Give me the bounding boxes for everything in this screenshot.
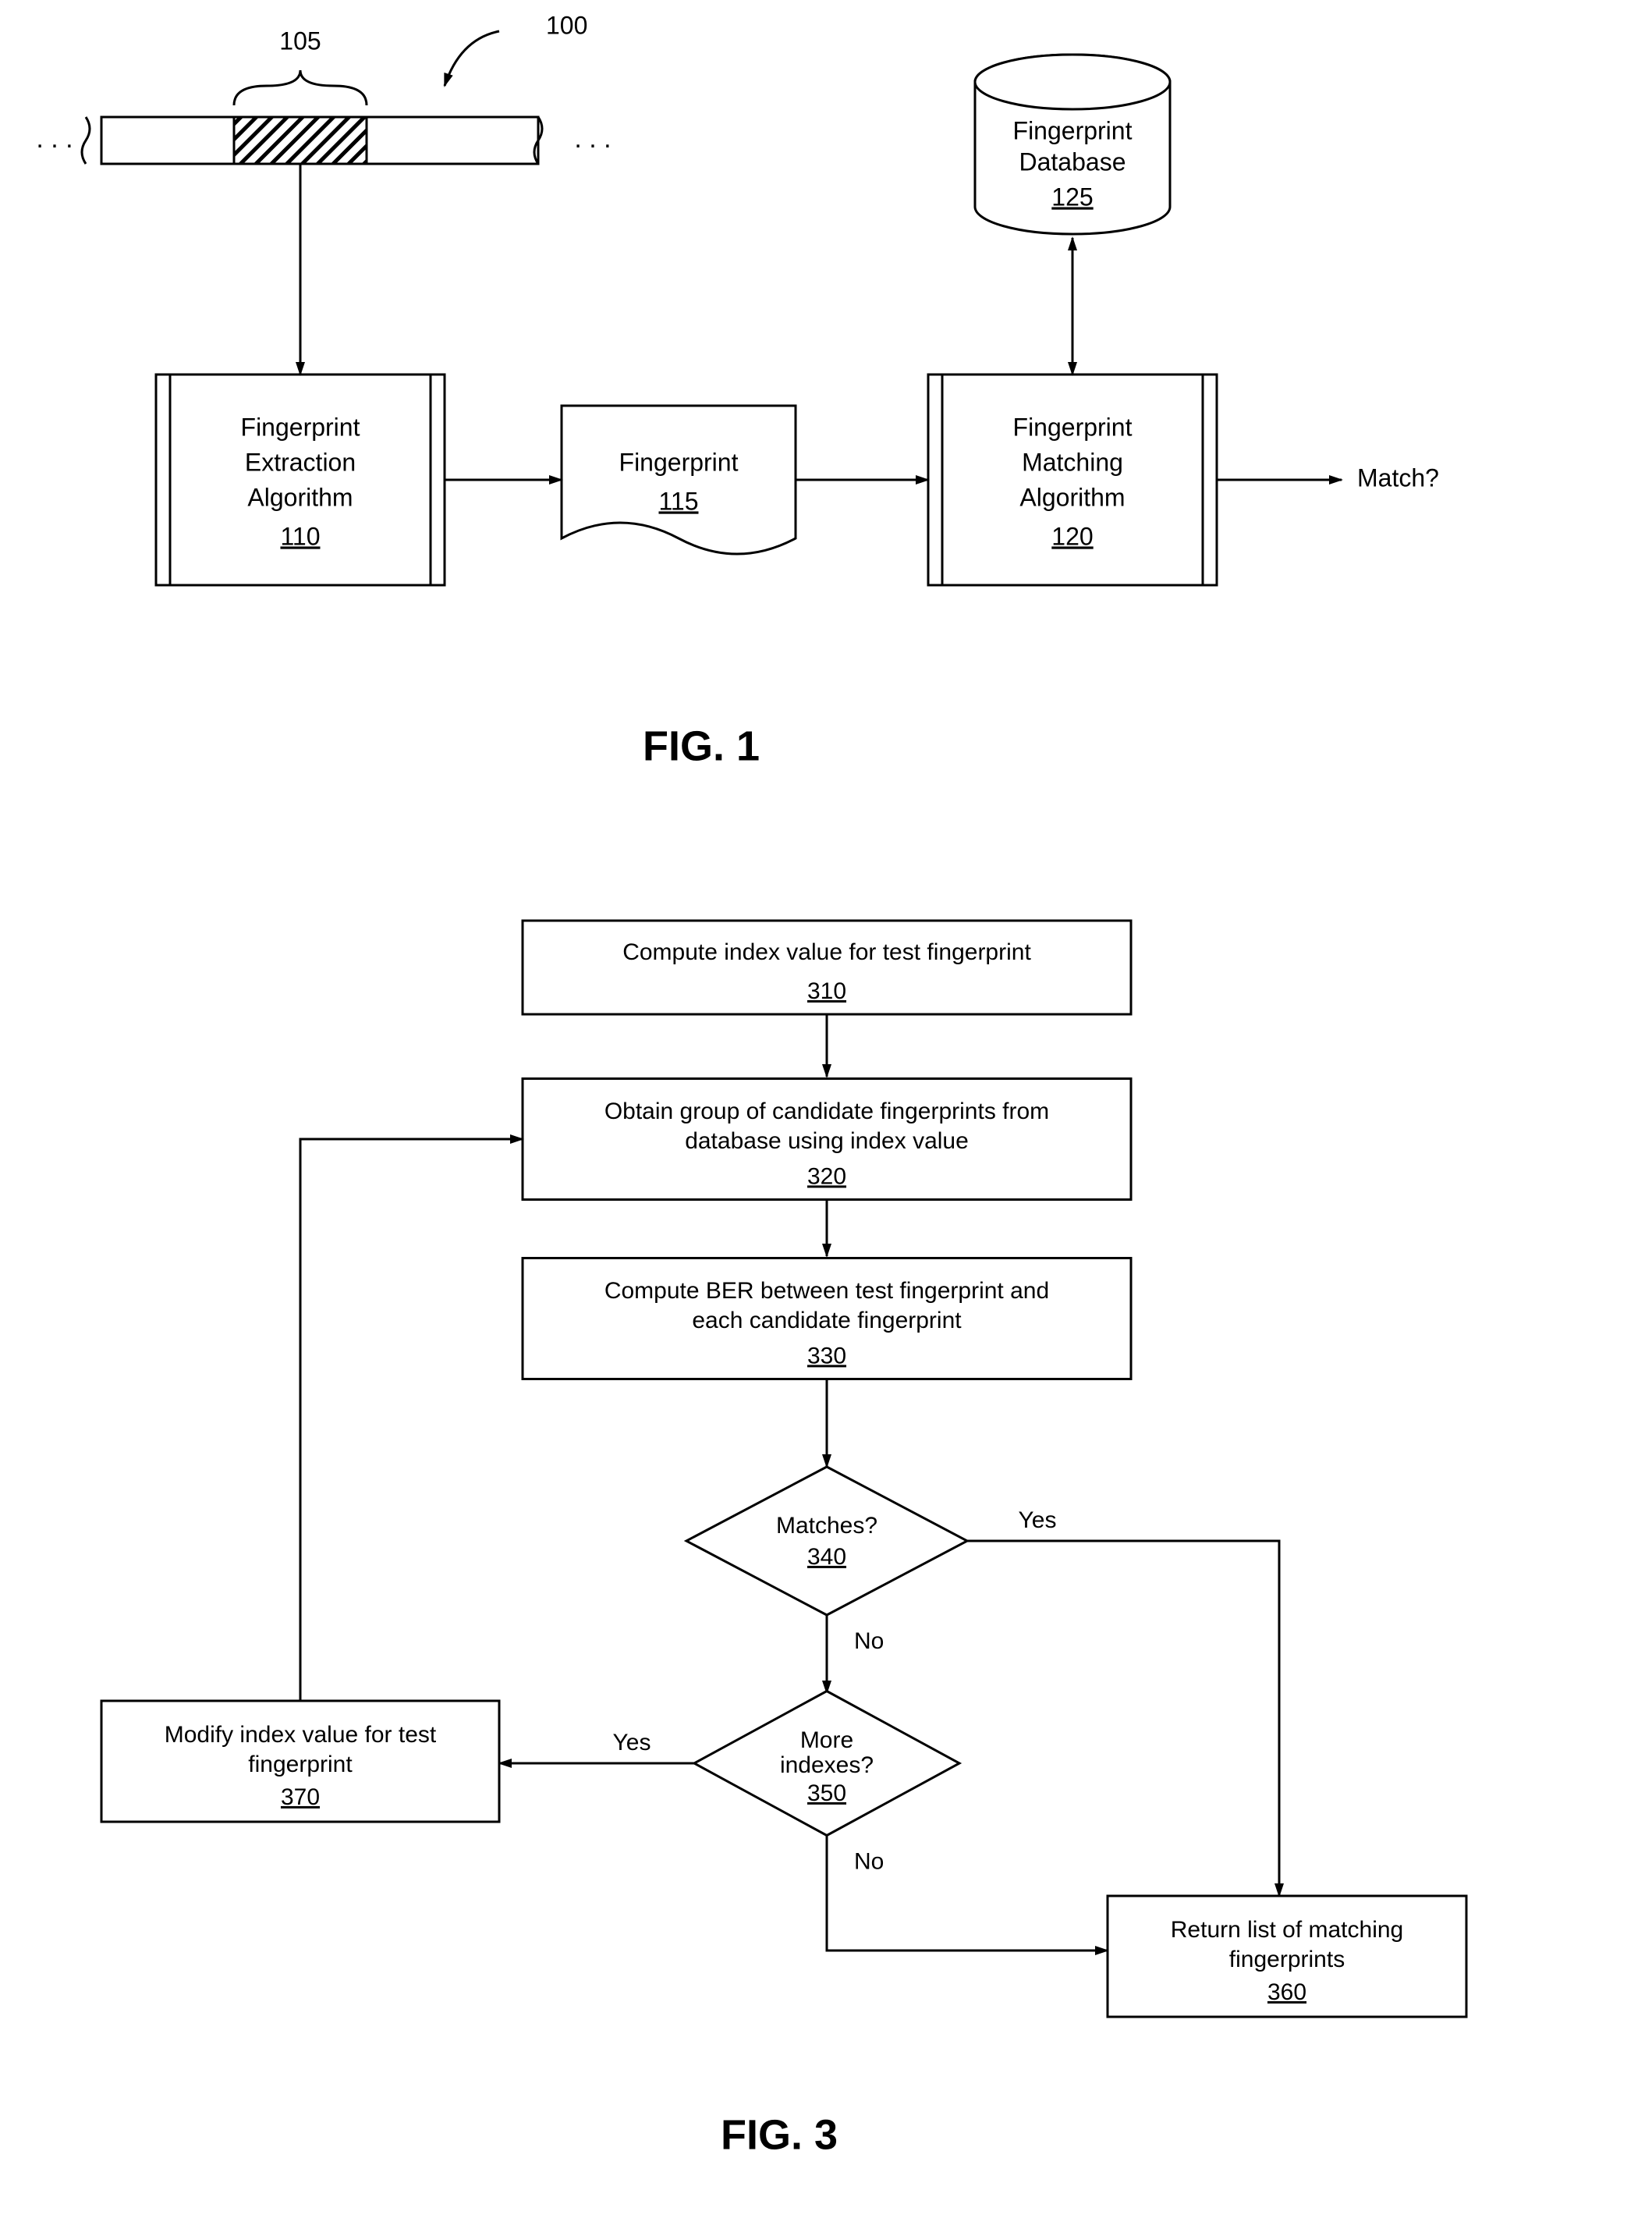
svg-text:FIG. 1: FIG. 1	[643, 722, 760, 769]
svg-text:Algorithm: Algorithm	[247, 483, 353, 511]
svg-text:Algorithm: Algorithm	[1019, 483, 1125, 511]
svg-text:Yes: Yes	[1019, 1507, 1057, 1533]
svg-text:Fingerprint: Fingerprint	[619, 448, 739, 476]
svg-text:No: No	[854, 1848, 884, 1874]
svg-text:indexes?: indexes?	[780, 1752, 874, 1778]
svg-text:fingerprints: fingerprints	[1229, 1947, 1345, 1972]
diagram-canvas: . . . . . . 105 100 Fingerprint Extraction Alg…	[0, 0, 1652, 2211]
svg-text:360: 360	[1267, 1979, 1306, 2005]
svg-text:Compute index value for test f: Compute index value for test fingerprint	[622, 939, 1031, 965]
svg-text:115: 115	[658, 487, 698, 515]
svg-text:database using index value: database using index value	[685, 1128, 969, 1154]
svg-text:fingerprint: fingerprint	[248, 1752, 353, 1777]
svg-text:100: 100	[546, 11, 587, 39]
svg-text:More: More	[800, 1727, 853, 1753]
svg-text:Fingerprint: Fingerprint	[1013, 116, 1133, 144]
svg-text:125: 125	[1051, 183, 1093, 211]
svg-text:320: 320	[807, 1163, 846, 1189]
svg-text:330: 330	[807, 1343, 846, 1368]
svg-text:105: 105	[279, 27, 321, 55]
svg-text:110: 110	[280, 522, 320, 550]
svg-text:Matching: Matching	[1022, 448, 1123, 476]
svg-text:340: 340	[807, 1544, 846, 1570]
svg-text:Modify index value for test: Modify index value for test	[165, 1722, 437, 1748]
svg-text:350: 350	[807, 1780, 846, 1806]
svg-text:Fingerprint: Fingerprint	[241, 413, 360, 441]
svg-text:. . .: . . .	[574, 124, 611, 154]
svg-text:310: 310	[807, 978, 846, 1004]
svg-text:120: 120	[1051, 522, 1093, 550]
svg-text:. . .: . . .	[36, 124, 73, 154]
svg-text:Return list of matching: Return list of matching	[1171, 1917, 1403, 1943]
svg-text:Match?: Match?	[1357, 463, 1439, 492]
svg-text:FIG. 3: FIG. 3	[721, 2111, 838, 2158]
svg-text:Matches?: Matches?	[776, 1513, 877, 1539]
svg-text:No: No	[854, 1628, 884, 1654]
svg-text:Compute BER between test finge: Compute BER between test fingerprint and	[604, 1278, 1049, 1304]
svg-text:Fingerprint: Fingerprint	[1013, 413, 1133, 441]
svg-text:Yes: Yes	[613, 1730, 651, 1755]
svg-text:Obtain group of candidate fing: Obtain group of candidate fingerprints f…	[604, 1099, 1049, 1124]
svg-text:each candidate fingerprint: each candidate fingerprint	[692, 1308, 962, 1333]
svg-text:Database: Database	[1019, 147, 1126, 176]
svg-text:Extraction: Extraction	[245, 448, 356, 476]
svg-text:370: 370	[281, 1784, 320, 1810]
